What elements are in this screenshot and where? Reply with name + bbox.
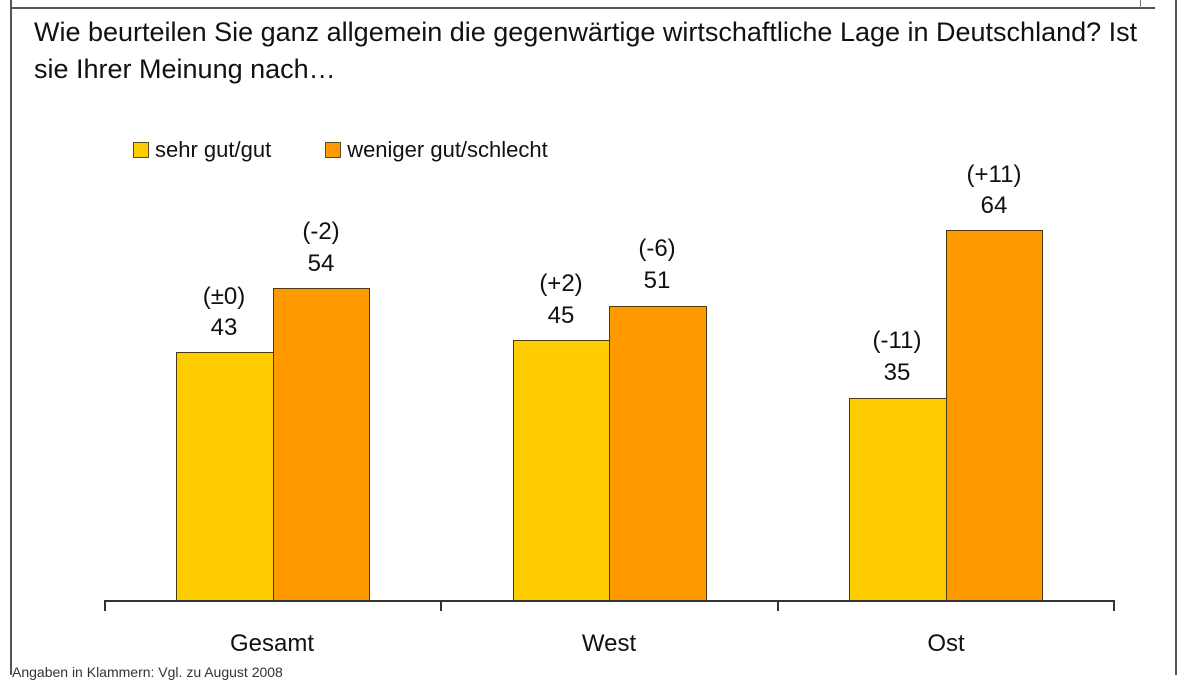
legend-swatch-yellow [133,142,149,158]
frame-right-border [1175,0,1177,675]
legend: sehr gut/gut weniger gut/schlecht [133,137,548,163]
legend-item-negative: weniger gut/schlecht [325,137,548,163]
change-label: (+2) [539,270,583,297]
category-label-gesamt: Gesamt [229,630,315,657]
change-label: (+11) [966,161,1022,188]
x-axis-tick [440,600,442,611]
category-label-ost: Ost [927,630,965,657]
bar-west-negative [609,306,707,602]
change-label: (±0) [202,283,246,310]
bar-gesamt-positive [176,352,274,602]
change-label: (-6) [638,235,676,262]
bar-west-positive [513,340,610,602]
category-label-west: West [581,630,637,657]
x-axis [104,600,1115,602]
footnote: Angaben in Klammern: Vgl. zu August 2008 [12,664,283,680]
legend-label: weniger gut/schlecht [347,137,548,162]
title-divider-tick [1140,0,1141,8]
change-label: (-2) [302,218,340,245]
bar-ost-negative [946,230,1043,602]
bar-gesamt-negative [273,288,370,602]
x-axis-tick [104,600,106,611]
frame-left-border [10,0,12,675]
value-label: 35 [883,359,911,386]
chart-question: Wie beurteilen Sie ganz allgemein die ge… [34,17,1138,84]
x-axis-tick [777,600,779,611]
legend-label: sehr gut/gut [155,137,272,162]
legend-swatch-orange [325,142,342,158]
value-label: 51 [643,267,671,294]
value-label: 43 [210,314,238,341]
value-label: 54 [307,250,335,277]
bar-ost-positive [849,398,947,602]
change-label: (-11) [872,327,922,354]
legend-item-positive: sehr gut/gut [133,137,271,163]
title-divider [12,7,1155,9]
value-label: 64 [980,192,1008,219]
value-label: 45 [547,302,575,329]
x-axis-tick [1113,600,1115,611]
